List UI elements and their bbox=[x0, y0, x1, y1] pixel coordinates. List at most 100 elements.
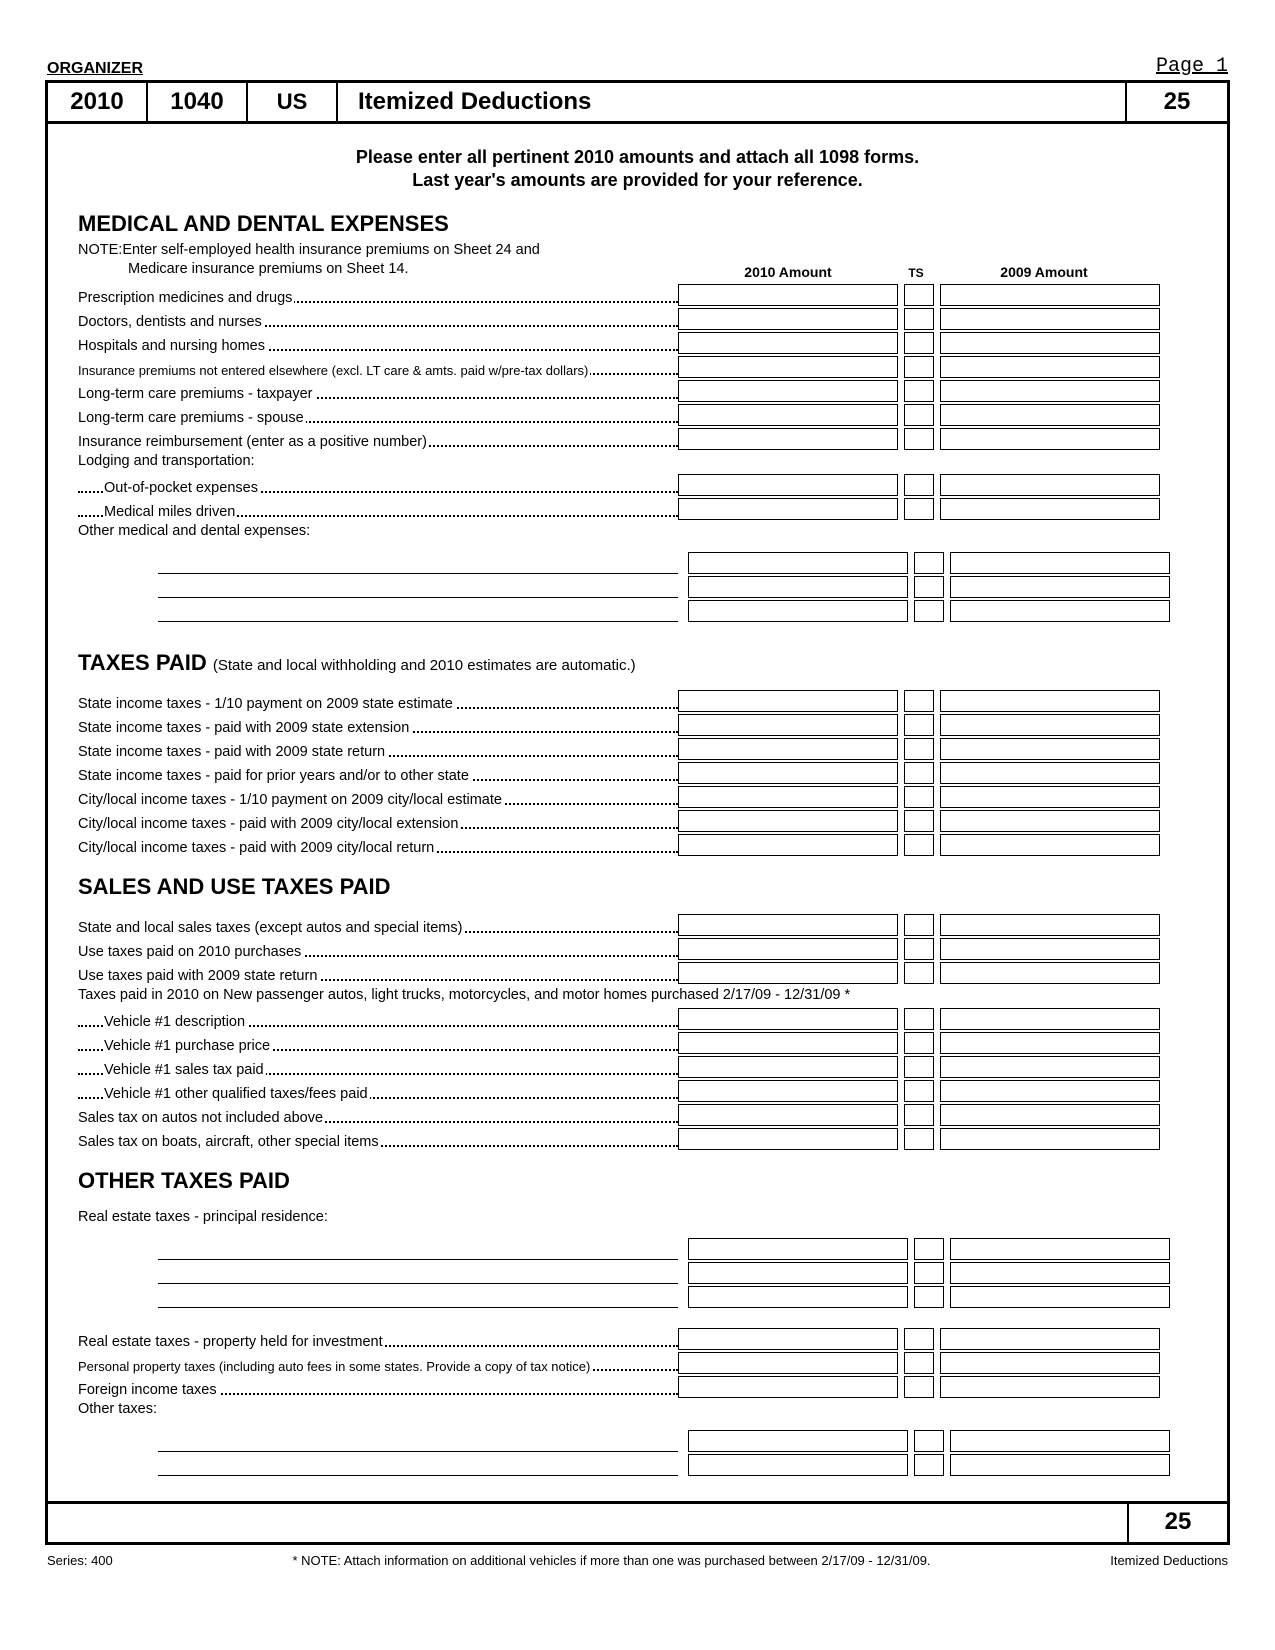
input-ts[interactable] bbox=[914, 1238, 944, 1260]
input-2010[interactable] bbox=[678, 308, 898, 330]
input-ts[interactable] bbox=[904, 1328, 934, 1350]
input-2009[interactable] bbox=[940, 1376, 1160, 1398]
write-in-line[interactable] bbox=[158, 1286, 678, 1308]
input-ts[interactable] bbox=[914, 1430, 944, 1452]
write-in-line[interactable] bbox=[158, 1430, 678, 1452]
input-2010[interactable] bbox=[678, 1328, 898, 1350]
input-ts[interactable] bbox=[904, 332, 934, 354]
input-2010[interactable] bbox=[678, 810, 898, 832]
input-ts[interactable] bbox=[904, 738, 934, 760]
input-2009[interactable] bbox=[940, 404, 1160, 426]
input-2009[interactable] bbox=[940, 498, 1160, 520]
input-2010[interactable] bbox=[678, 834, 898, 856]
input-2010[interactable] bbox=[688, 552, 908, 574]
input-ts[interactable] bbox=[904, 404, 934, 426]
input-2010[interactable] bbox=[688, 1238, 908, 1260]
input-2010[interactable] bbox=[678, 380, 898, 402]
input-ts[interactable] bbox=[904, 308, 934, 330]
input-2009[interactable] bbox=[940, 428, 1160, 450]
write-in-line[interactable] bbox=[158, 576, 678, 598]
input-2009[interactable] bbox=[940, 914, 1160, 936]
input-2010[interactable] bbox=[688, 1286, 908, 1308]
input-2009[interactable] bbox=[940, 1056, 1160, 1078]
input-ts[interactable] bbox=[904, 914, 934, 936]
input-ts[interactable] bbox=[904, 1032, 934, 1054]
input-2009[interactable] bbox=[940, 1328, 1160, 1350]
input-2009[interactable] bbox=[940, 1008, 1160, 1030]
write-in-line[interactable] bbox=[158, 600, 678, 622]
input-ts[interactable] bbox=[904, 962, 934, 984]
input-ts[interactable] bbox=[914, 600, 944, 622]
input-ts[interactable] bbox=[904, 428, 934, 450]
input-2009[interactable] bbox=[950, 1262, 1170, 1284]
input-2010[interactable] bbox=[678, 1352, 898, 1374]
input-2010[interactable] bbox=[678, 1032, 898, 1054]
input-2009[interactable] bbox=[940, 690, 1160, 712]
input-ts[interactable] bbox=[904, 474, 934, 496]
input-2009[interactable] bbox=[940, 1128, 1160, 1150]
input-2009[interactable] bbox=[940, 938, 1160, 960]
input-2010[interactable] bbox=[678, 356, 898, 378]
input-2010[interactable] bbox=[678, 1008, 898, 1030]
input-2010[interactable] bbox=[678, 1104, 898, 1126]
input-2010[interactable] bbox=[678, 762, 898, 784]
input-ts[interactable] bbox=[914, 1454, 944, 1476]
input-2009[interactable] bbox=[950, 552, 1170, 574]
input-2009[interactable] bbox=[940, 356, 1160, 378]
input-ts[interactable] bbox=[904, 762, 934, 784]
input-2010[interactable] bbox=[678, 428, 898, 450]
input-2009[interactable] bbox=[940, 308, 1160, 330]
input-2010[interactable] bbox=[688, 1262, 908, 1284]
input-ts[interactable] bbox=[904, 810, 934, 832]
input-2009[interactable] bbox=[940, 284, 1160, 306]
input-2010[interactable] bbox=[678, 690, 898, 712]
write-in-line[interactable] bbox=[158, 552, 678, 574]
input-2009[interactable] bbox=[950, 1454, 1170, 1476]
input-2010[interactable] bbox=[688, 600, 908, 622]
input-2010[interactable] bbox=[678, 962, 898, 984]
input-ts[interactable] bbox=[904, 498, 934, 520]
input-2009[interactable] bbox=[940, 714, 1160, 736]
input-2009[interactable] bbox=[950, 1430, 1170, 1452]
input-2010[interactable] bbox=[678, 332, 898, 354]
input-2009[interactable] bbox=[940, 834, 1160, 856]
input-2009[interactable] bbox=[940, 962, 1160, 984]
input-2010[interactable] bbox=[678, 914, 898, 936]
input-ts[interactable] bbox=[904, 1376, 934, 1398]
input-ts[interactable] bbox=[904, 786, 934, 808]
input-2009[interactable] bbox=[950, 600, 1170, 622]
input-2010[interactable] bbox=[678, 738, 898, 760]
input-2009[interactable] bbox=[950, 576, 1170, 598]
write-in-line[interactable] bbox=[158, 1454, 678, 1476]
input-2009[interactable] bbox=[940, 786, 1160, 808]
input-ts[interactable] bbox=[914, 1262, 944, 1284]
input-2010[interactable] bbox=[688, 576, 908, 598]
input-ts[interactable] bbox=[904, 284, 934, 306]
input-2009[interactable] bbox=[940, 1032, 1160, 1054]
input-2010[interactable] bbox=[678, 786, 898, 808]
input-ts[interactable] bbox=[904, 1056, 934, 1078]
input-ts[interactable] bbox=[904, 714, 934, 736]
input-2010[interactable] bbox=[688, 1430, 908, 1452]
input-2009[interactable] bbox=[940, 810, 1160, 832]
input-2010[interactable] bbox=[678, 1128, 898, 1150]
input-2010[interactable] bbox=[678, 714, 898, 736]
input-2009[interactable] bbox=[950, 1238, 1170, 1260]
input-2009[interactable] bbox=[940, 1352, 1160, 1374]
input-ts[interactable] bbox=[904, 834, 934, 856]
input-ts[interactable] bbox=[914, 552, 944, 574]
input-ts[interactable] bbox=[914, 1286, 944, 1308]
input-2010[interactable] bbox=[678, 404, 898, 426]
input-2009[interactable] bbox=[950, 1286, 1170, 1308]
input-ts[interactable] bbox=[904, 690, 934, 712]
input-2010[interactable] bbox=[678, 474, 898, 496]
input-ts[interactable] bbox=[904, 356, 934, 378]
input-2010[interactable] bbox=[678, 1080, 898, 1102]
input-2010[interactable] bbox=[688, 1454, 908, 1476]
input-ts[interactable] bbox=[904, 1352, 934, 1374]
input-ts[interactable] bbox=[904, 1128, 934, 1150]
input-2009[interactable] bbox=[940, 738, 1160, 760]
write-in-line[interactable] bbox=[158, 1238, 678, 1260]
input-2009[interactable] bbox=[940, 332, 1160, 354]
input-ts[interactable] bbox=[904, 1104, 934, 1126]
